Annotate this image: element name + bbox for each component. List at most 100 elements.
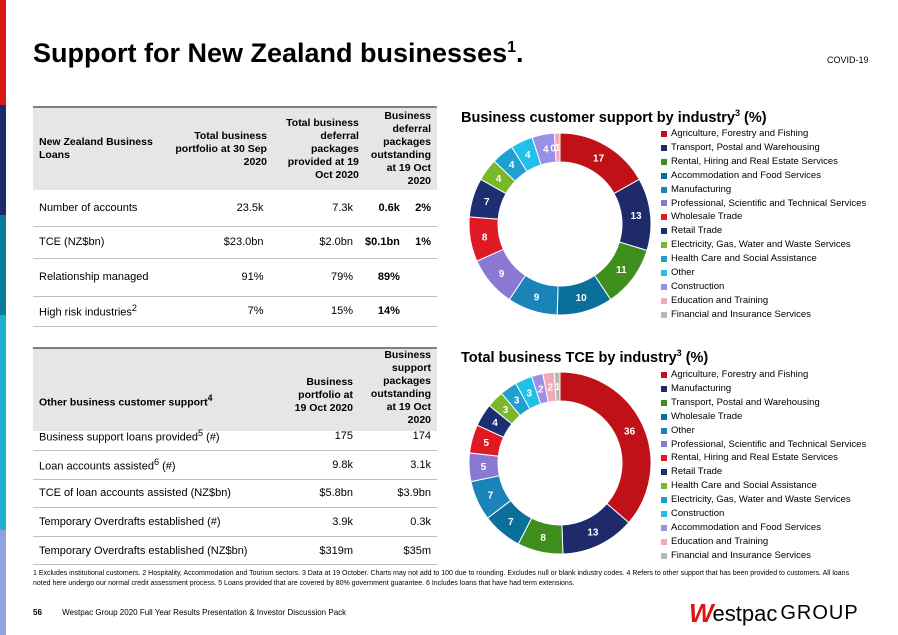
cell-provided: $2.0bn bbox=[269, 226, 360, 259]
legend-swatch bbox=[661, 385, 667, 392]
legend-item: Transport, Postal and Warehousing bbox=[661, 141, 866, 155]
slice-label: 5 bbox=[481, 462, 487, 473]
cell-portfolio: 175 bbox=[279, 422, 359, 452]
legend-swatch bbox=[661, 483, 667, 490]
legend-label: Financial and Insurance Services bbox=[671, 549, 811, 561]
legend-item: Health Care and Social Assistance bbox=[661, 479, 866, 493]
slice-label: 9 bbox=[499, 269, 505, 280]
legend-label: Manufacturing bbox=[671, 183, 732, 195]
legend-label: Transport, Postal and Warehousing bbox=[671, 396, 820, 408]
legend-label: Health Care and Social Assistance bbox=[671, 253, 817, 265]
slice-label: 8 bbox=[482, 233, 488, 244]
cell-outstanding: 0.3k bbox=[359, 507, 437, 537]
legend-label: Electricity, Gas, Water and Waste Servic… bbox=[671, 239, 851, 251]
chart-title-support: Business customer support by industry3 (… bbox=[461, 108, 767, 126]
table-row: High risk industries2 7% 15% 14% bbox=[33, 296, 437, 327]
legend-label: Education and Training bbox=[671, 294, 769, 306]
cell-provided: 15% bbox=[269, 296, 360, 327]
legend-swatch bbox=[661, 399, 667, 406]
legend-label: Health Care and Social Assistance bbox=[671, 480, 817, 492]
legend-label: Retail Trade bbox=[671, 466, 723, 478]
cell-outstanding-value: $0.1bn bbox=[359, 226, 400, 259]
header-cell: Business support packages outstanding at… bbox=[359, 348, 437, 431]
cell-outstanding-pct bbox=[399, 258, 437, 297]
legend-swatch bbox=[661, 130, 667, 137]
stripe-segment bbox=[0, 105, 6, 215]
legend-swatch bbox=[661, 186, 667, 193]
legend-swatch bbox=[661, 270, 667, 277]
cell-outstanding: 174 bbox=[359, 422, 437, 452]
cell-outstanding: 3.1k bbox=[359, 450, 437, 480]
cell-portfolio: 3.9k bbox=[279, 507, 359, 537]
legend-label: Rental, Hiring and Real Estate Services bbox=[671, 155, 838, 167]
cell-outstanding-value: 0.6k bbox=[359, 190, 400, 227]
table-row: TCE (NZ$bn) $23.0bn $2.0bn $0.1bn 1% bbox=[33, 226, 437, 259]
legend-swatch bbox=[661, 427, 667, 434]
slice-label: 0 bbox=[550, 143, 556, 154]
westpac-logo: W estpac GROUP bbox=[689, 598, 859, 629]
legend-label: Wholesale Trade bbox=[671, 410, 743, 422]
cell-outstanding: $3.9bn bbox=[359, 479, 437, 509]
legend-swatch bbox=[661, 311, 667, 318]
row-label: Loan accounts assisted6 (#) bbox=[33, 450, 279, 480]
legend-swatch bbox=[661, 214, 667, 221]
legend-item: Transport, Postal and Warehousing bbox=[661, 396, 866, 410]
legend-swatch bbox=[661, 441, 667, 448]
slice-label: 17 bbox=[593, 153, 605, 164]
cell-outstanding-value: 14% bbox=[359, 296, 400, 327]
slice-label: 3 bbox=[503, 405, 509, 416]
donut-slice bbox=[559, 371, 652, 524]
legend-item: Rental, Hiring and Real Estate Services bbox=[661, 155, 866, 169]
row-label: TCE (NZ$bn) bbox=[33, 226, 167, 259]
cell-outstanding-pct: 2% bbox=[399, 190, 437, 227]
table-row: Temporary Overdrafts established (#) 3.9k… bbox=[33, 507, 437, 537]
donut-slice bbox=[553, 371, 561, 402]
cell-portfolio: 91% bbox=[166, 258, 270, 297]
legend-swatch bbox=[661, 538, 667, 545]
legend-item: Education and Training bbox=[661, 535, 866, 549]
table-row: Number of accounts 23.5k 7.3k 0.6k 2% bbox=[33, 190, 437, 227]
legend-item: Wholesale Trade bbox=[661, 410, 866, 424]
row-label: Temporary Overdrafts established (NZ$bn) bbox=[33, 536, 279, 566]
table-row: Temporary Overdrafts established (NZ$bn)… bbox=[33, 536, 437, 566]
legend-item: Agriculture, Forestry and Fishing bbox=[661, 127, 866, 141]
row-label: Number of accounts bbox=[33, 190, 167, 227]
stripe-segment bbox=[0, 0, 6, 105]
cell-outstanding: $35m bbox=[359, 536, 437, 566]
legend-item: Construction bbox=[661, 507, 866, 521]
legend-label: Transport, Postal and Warehousing bbox=[671, 141, 820, 153]
slice-label: 8 bbox=[540, 533, 546, 544]
header-cell: Total business portfolio at 30 Sep 2020 bbox=[168, 107, 273, 190]
legend-item: Financial and Insurance Services bbox=[661, 549, 866, 563]
legend-item: Financial and Insurance Services bbox=[661, 308, 866, 322]
legend-item: Manufacturing bbox=[661, 183, 866, 197]
brand-stripe bbox=[0, 0, 6, 635]
row-label: Relationship managed bbox=[33, 258, 167, 297]
legend-item: Construction bbox=[661, 280, 866, 294]
header-cell: Other business customer support4 bbox=[33, 348, 279, 431]
logo-mark: W bbox=[689, 598, 714, 628]
legend-label: Rental, Hiring and Real Estate Services bbox=[671, 452, 838, 464]
nz-business-loans-table: New Zealand Business Loans Total busines… bbox=[33, 106, 437, 190]
legend-label: Accommodation and Food Services bbox=[671, 169, 821, 181]
cell-portfolio: 7% bbox=[166, 296, 270, 327]
cell-portfolio: 9.8k bbox=[279, 450, 359, 480]
legend-label: Manufacturing bbox=[671, 382, 732, 394]
slice-label: 10 bbox=[576, 293, 588, 304]
table-row: Loan accounts assisted6 (#) 9.8k 3.1k bbox=[33, 450, 437, 480]
legend-support: Agriculture, Forestry and Fishing Transpo… bbox=[661, 127, 866, 322]
legend-swatch bbox=[661, 283, 667, 290]
page-title: Support for New Zealand businesses1. bbox=[33, 38, 524, 68]
legend-label: Financial and Insurance Services bbox=[671, 308, 811, 320]
slice-label: 11 bbox=[616, 265, 627, 276]
legend-swatch bbox=[661, 256, 667, 263]
legend-item: Accommodation and Food Services bbox=[661, 521, 866, 535]
logo-group: GROUP bbox=[780, 602, 859, 624]
legend-item: Professional, Scientific and Technical S… bbox=[661, 197, 866, 211]
legend-label: Accommodation and Food Services bbox=[671, 521, 821, 533]
legend-item: Retail Trade bbox=[661, 224, 866, 238]
slice-label: 4 bbox=[492, 418, 498, 429]
covid-tag: COVID-19 bbox=[827, 55, 869, 65]
cell-provided: 7.3k bbox=[269, 190, 360, 227]
